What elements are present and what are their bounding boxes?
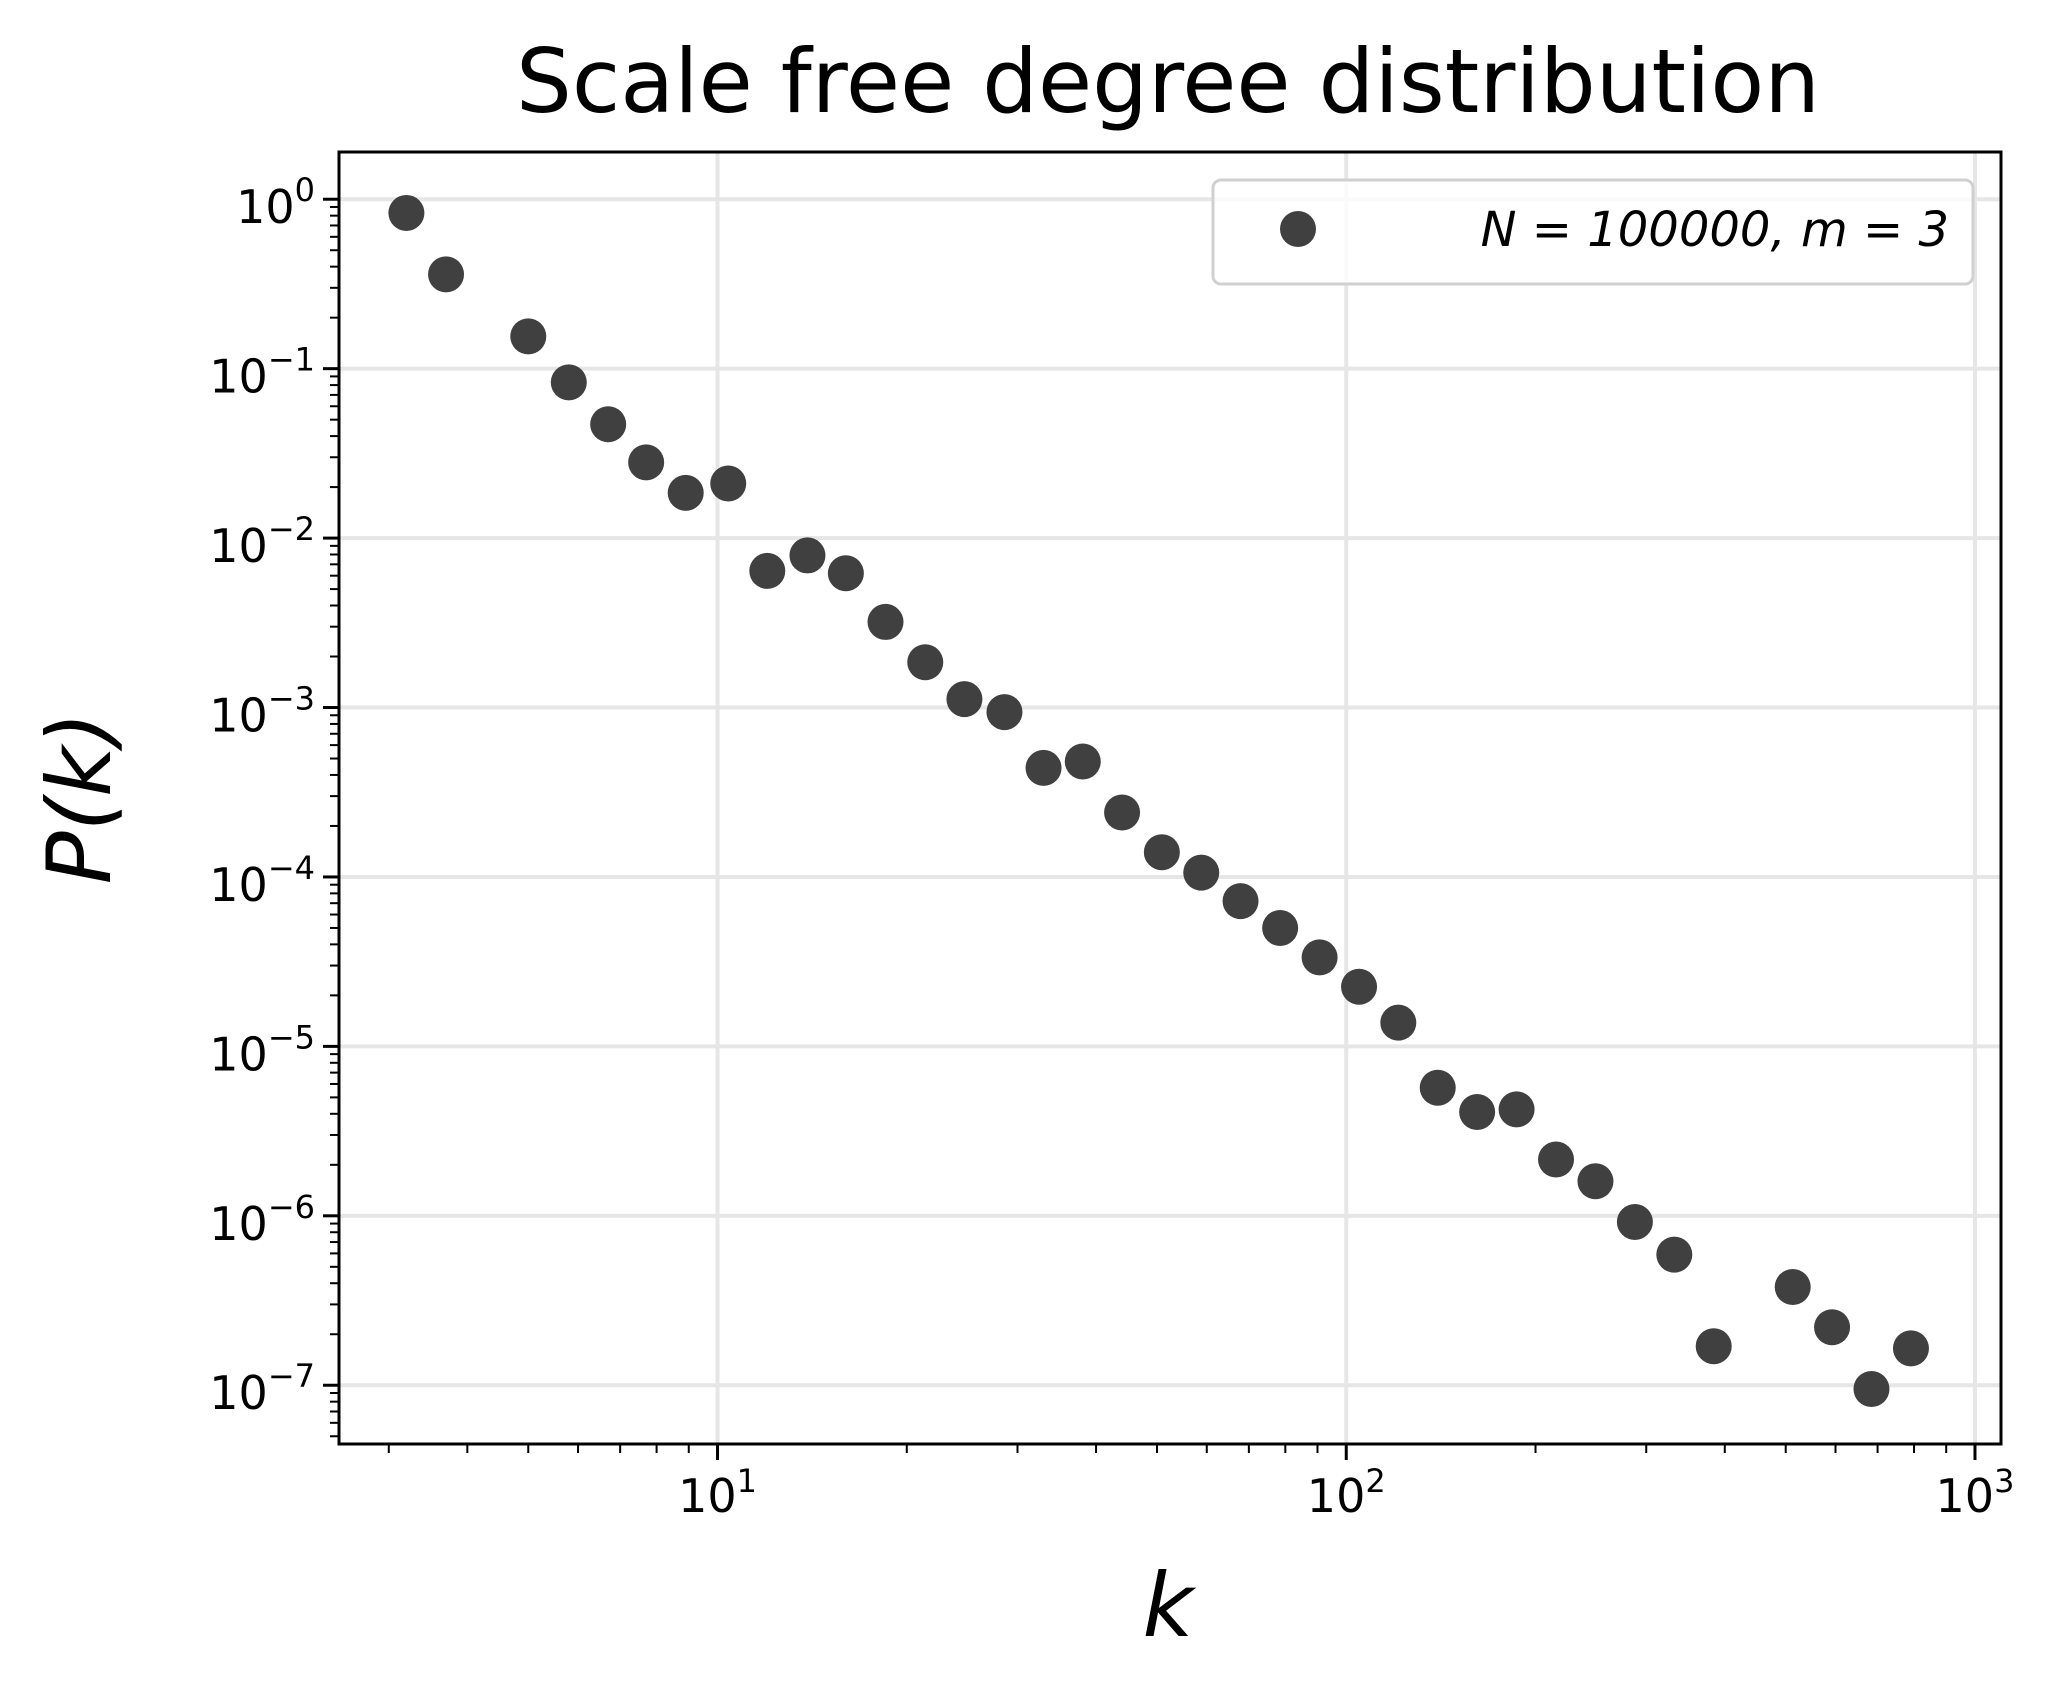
data-points: [388, 194, 1929, 1408]
data-point: [1143, 834, 1180, 871]
legend-box: [1211, 178, 1975, 286]
x-tick-label: 103: [1936, 1462, 2015, 1523]
y-axis-label: P(k): [28, 712, 131, 885]
data-point: [1616, 1203, 1653, 1240]
data-point: [907, 644, 944, 681]
data-point: [1064, 743, 1101, 780]
data-point: [388, 194, 425, 231]
y-tick-label: 10−2: [209, 510, 315, 573]
data-point: [1853, 1371, 1890, 1408]
data-point: [667, 474, 704, 511]
data-point: [1577, 1163, 1614, 1200]
data-point: [1498, 1091, 1535, 1128]
legend-label: N = 100000, m = 3: [1481, 202, 1949, 258]
y-tick-label: 10−5: [209, 1018, 315, 1081]
data-point: [1459, 1093, 1496, 1130]
x-tick-base: 10: [1936, 1469, 1995, 1523]
data-point: [1814, 1309, 1851, 1346]
data-point: [1262, 909, 1299, 946]
data-point: [789, 537, 826, 574]
y-tick-exponent: −2: [268, 510, 315, 548]
data-point: [749, 552, 786, 589]
y-tick-base: 10: [209, 519, 268, 573]
data-point: [946, 681, 983, 718]
y-tick-label: 100: [236, 171, 315, 234]
y-tick-label: 10−3: [209, 680, 315, 743]
data-point: [510, 318, 547, 355]
y-tick-label: 10−4: [209, 849, 315, 912]
data-point: [1222, 883, 1259, 920]
y-tick-label: 10−1: [209, 341, 315, 404]
data-point: [1695, 1328, 1732, 1365]
data-point: [1104, 794, 1141, 831]
x-tick-label: 101: [678, 1462, 757, 1523]
data-point: [550, 364, 587, 401]
y-tick-base: 10: [209, 350, 268, 404]
x-tick-exponent: 2: [1365, 1462, 1385, 1500]
y-tick-exponent: −7: [268, 1357, 315, 1395]
y-tick-base: 10: [209, 1197, 268, 1251]
x-tick-base: 10: [1307, 1469, 1366, 1523]
chart-title: Scale free degree distribution: [516, 30, 1820, 133]
legend-marker: [1280, 211, 1316, 247]
y-tick-base: 10: [209, 858, 268, 912]
x-tick-base: 10: [678, 1469, 737, 1523]
data-point: [1301, 939, 1338, 976]
data-point: [1656, 1236, 1693, 1273]
x-tick-label: 102: [1307, 1462, 1386, 1523]
data-point: [628, 444, 665, 481]
y-tick-base: 10: [236, 180, 295, 234]
data-point: [1538, 1141, 1575, 1178]
data-point: [986, 694, 1023, 731]
data-point: [428, 256, 465, 293]
y-tick-exponent: −1: [268, 341, 315, 379]
data-point: [590, 406, 627, 443]
x-axis-label: k: [1143, 1554, 1197, 1657]
y-tick-label: 10−7: [209, 1357, 315, 1420]
y-tick-exponent: −3: [268, 680, 315, 718]
data-point: [1183, 854, 1220, 891]
data-point: [1380, 1004, 1417, 1041]
y-tick-exponent: −4: [268, 849, 315, 887]
data-point: [1025, 749, 1062, 786]
grid: [339, 152, 2001, 1444]
data-point: [867, 603, 904, 640]
data-point: [1892, 1330, 1929, 1367]
data-point: [1341, 968, 1378, 1005]
y-tick-label: 10−6: [209, 1188, 315, 1251]
data-point: [1419, 1069, 1456, 1106]
legend: N = 100000, m = 3: [1211, 178, 1975, 286]
data-point: [827, 555, 864, 592]
x-tick-exponent: 3: [1994, 1462, 2014, 1500]
major-ticks: [323, 197, 1977, 1460]
y-tick-exponent: −6: [268, 1188, 315, 1226]
y-tick-base: 10: [209, 689, 268, 743]
y-tick-exponent: −5: [268, 1018, 315, 1056]
y-tick-exponent: 0: [295, 171, 315, 209]
data-point: [710, 465, 747, 502]
y-tick-base: 10: [209, 1366, 268, 1420]
data-point: [1774, 1269, 1811, 1306]
y-tick-base: 10: [209, 1027, 268, 1081]
plot-frame: [337, 150, 2003, 1446]
x-tick-exponent: 1: [737, 1462, 757, 1500]
